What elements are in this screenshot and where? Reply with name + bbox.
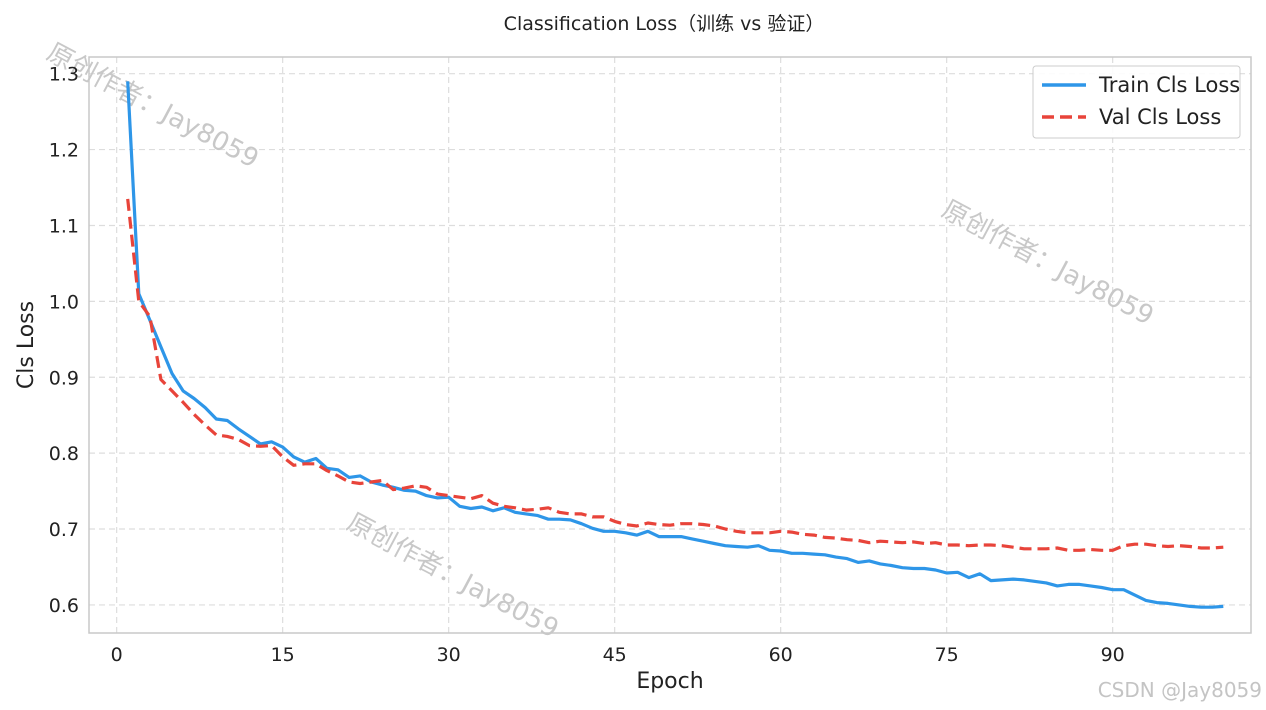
y-tick-label: 1.0 xyxy=(49,291,79,313)
x-tick-label: 45 xyxy=(603,644,627,666)
y-tick-label: 0.6 xyxy=(49,595,79,617)
chart-title: Classification Loss（训练 vs 验证） xyxy=(504,13,825,35)
x-tick-label: 30 xyxy=(437,644,461,666)
legend-label-val: Val Cls Loss xyxy=(1099,105,1221,129)
series-line-train xyxy=(126,81,1224,609)
x-tick-label: 0 xyxy=(111,644,123,666)
footer-watermark: CSDN @Jay8059 xyxy=(1098,678,1262,702)
x-axis-label: Epoch xyxy=(636,669,703,694)
series-layer xyxy=(126,81,1224,609)
grid-lines xyxy=(89,57,1251,633)
x-tick-label: 75 xyxy=(935,644,959,666)
y-tick-label: 1.3 xyxy=(49,64,79,86)
series-line-val xyxy=(126,198,1224,552)
y-tick-label: 0.7 xyxy=(49,519,79,541)
x-axis: 0 15 30 45 60 75 90 xyxy=(111,644,1125,666)
x-tick-label: 60 xyxy=(769,644,793,666)
y-axis: 0.6 0.7 0.8 0.9 1.0 1.1 1.2 1.3 xyxy=(49,64,79,617)
x-tick-label: 15 xyxy=(271,644,295,666)
x-tick-label: 90 xyxy=(1101,644,1125,666)
y-tick-label: 0.8 xyxy=(49,443,79,465)
y-tick-label: 0.9 xyxy=(49,367,79,389)
y-tick-label: 1.2 xyxy=(49,140,79,162)
y-tick-label: 1.1 xyxy=(49,215,79,237)
y-axis-label: Cls Loss xyxy=(14,301,39,389)
plot-frame xyxy=(88,56,1252,634)
legend: Train Cls Loss Val Cls Loss xyxy=(1032,65,1241,139)
legend-label-train: Train Cls Loss xyxy=(1098,73,1240,97)
